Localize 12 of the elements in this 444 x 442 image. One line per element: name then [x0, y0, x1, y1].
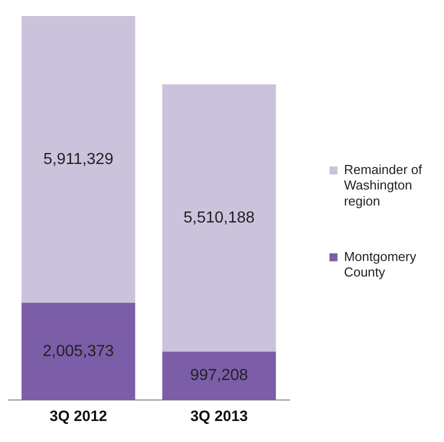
data-label: 997,208 [190, 367, 248, 384]
bar [162, 84, 276, 352]
data-label: 5,911,329 [43, 150, 114, 168]
legend-label: Montgomery County [344, 248, 417, 280]
data-label: 5,510,188 [184, 209, 255, 226]
x-tick-label: 3Q 2012 [50, 408, 108, 426]
bar [22, 302, 136, 400]
data-label: 2,005,373 [42, 342, 114, 360]
legend-label: Remainder of Washington region [344, 162, 422, 208]
bar [22, 16, 136, 303]
bar [162, 352, 276, 400]
x-tick-label: 3Q 2013 [190, 408, 248, 426]
